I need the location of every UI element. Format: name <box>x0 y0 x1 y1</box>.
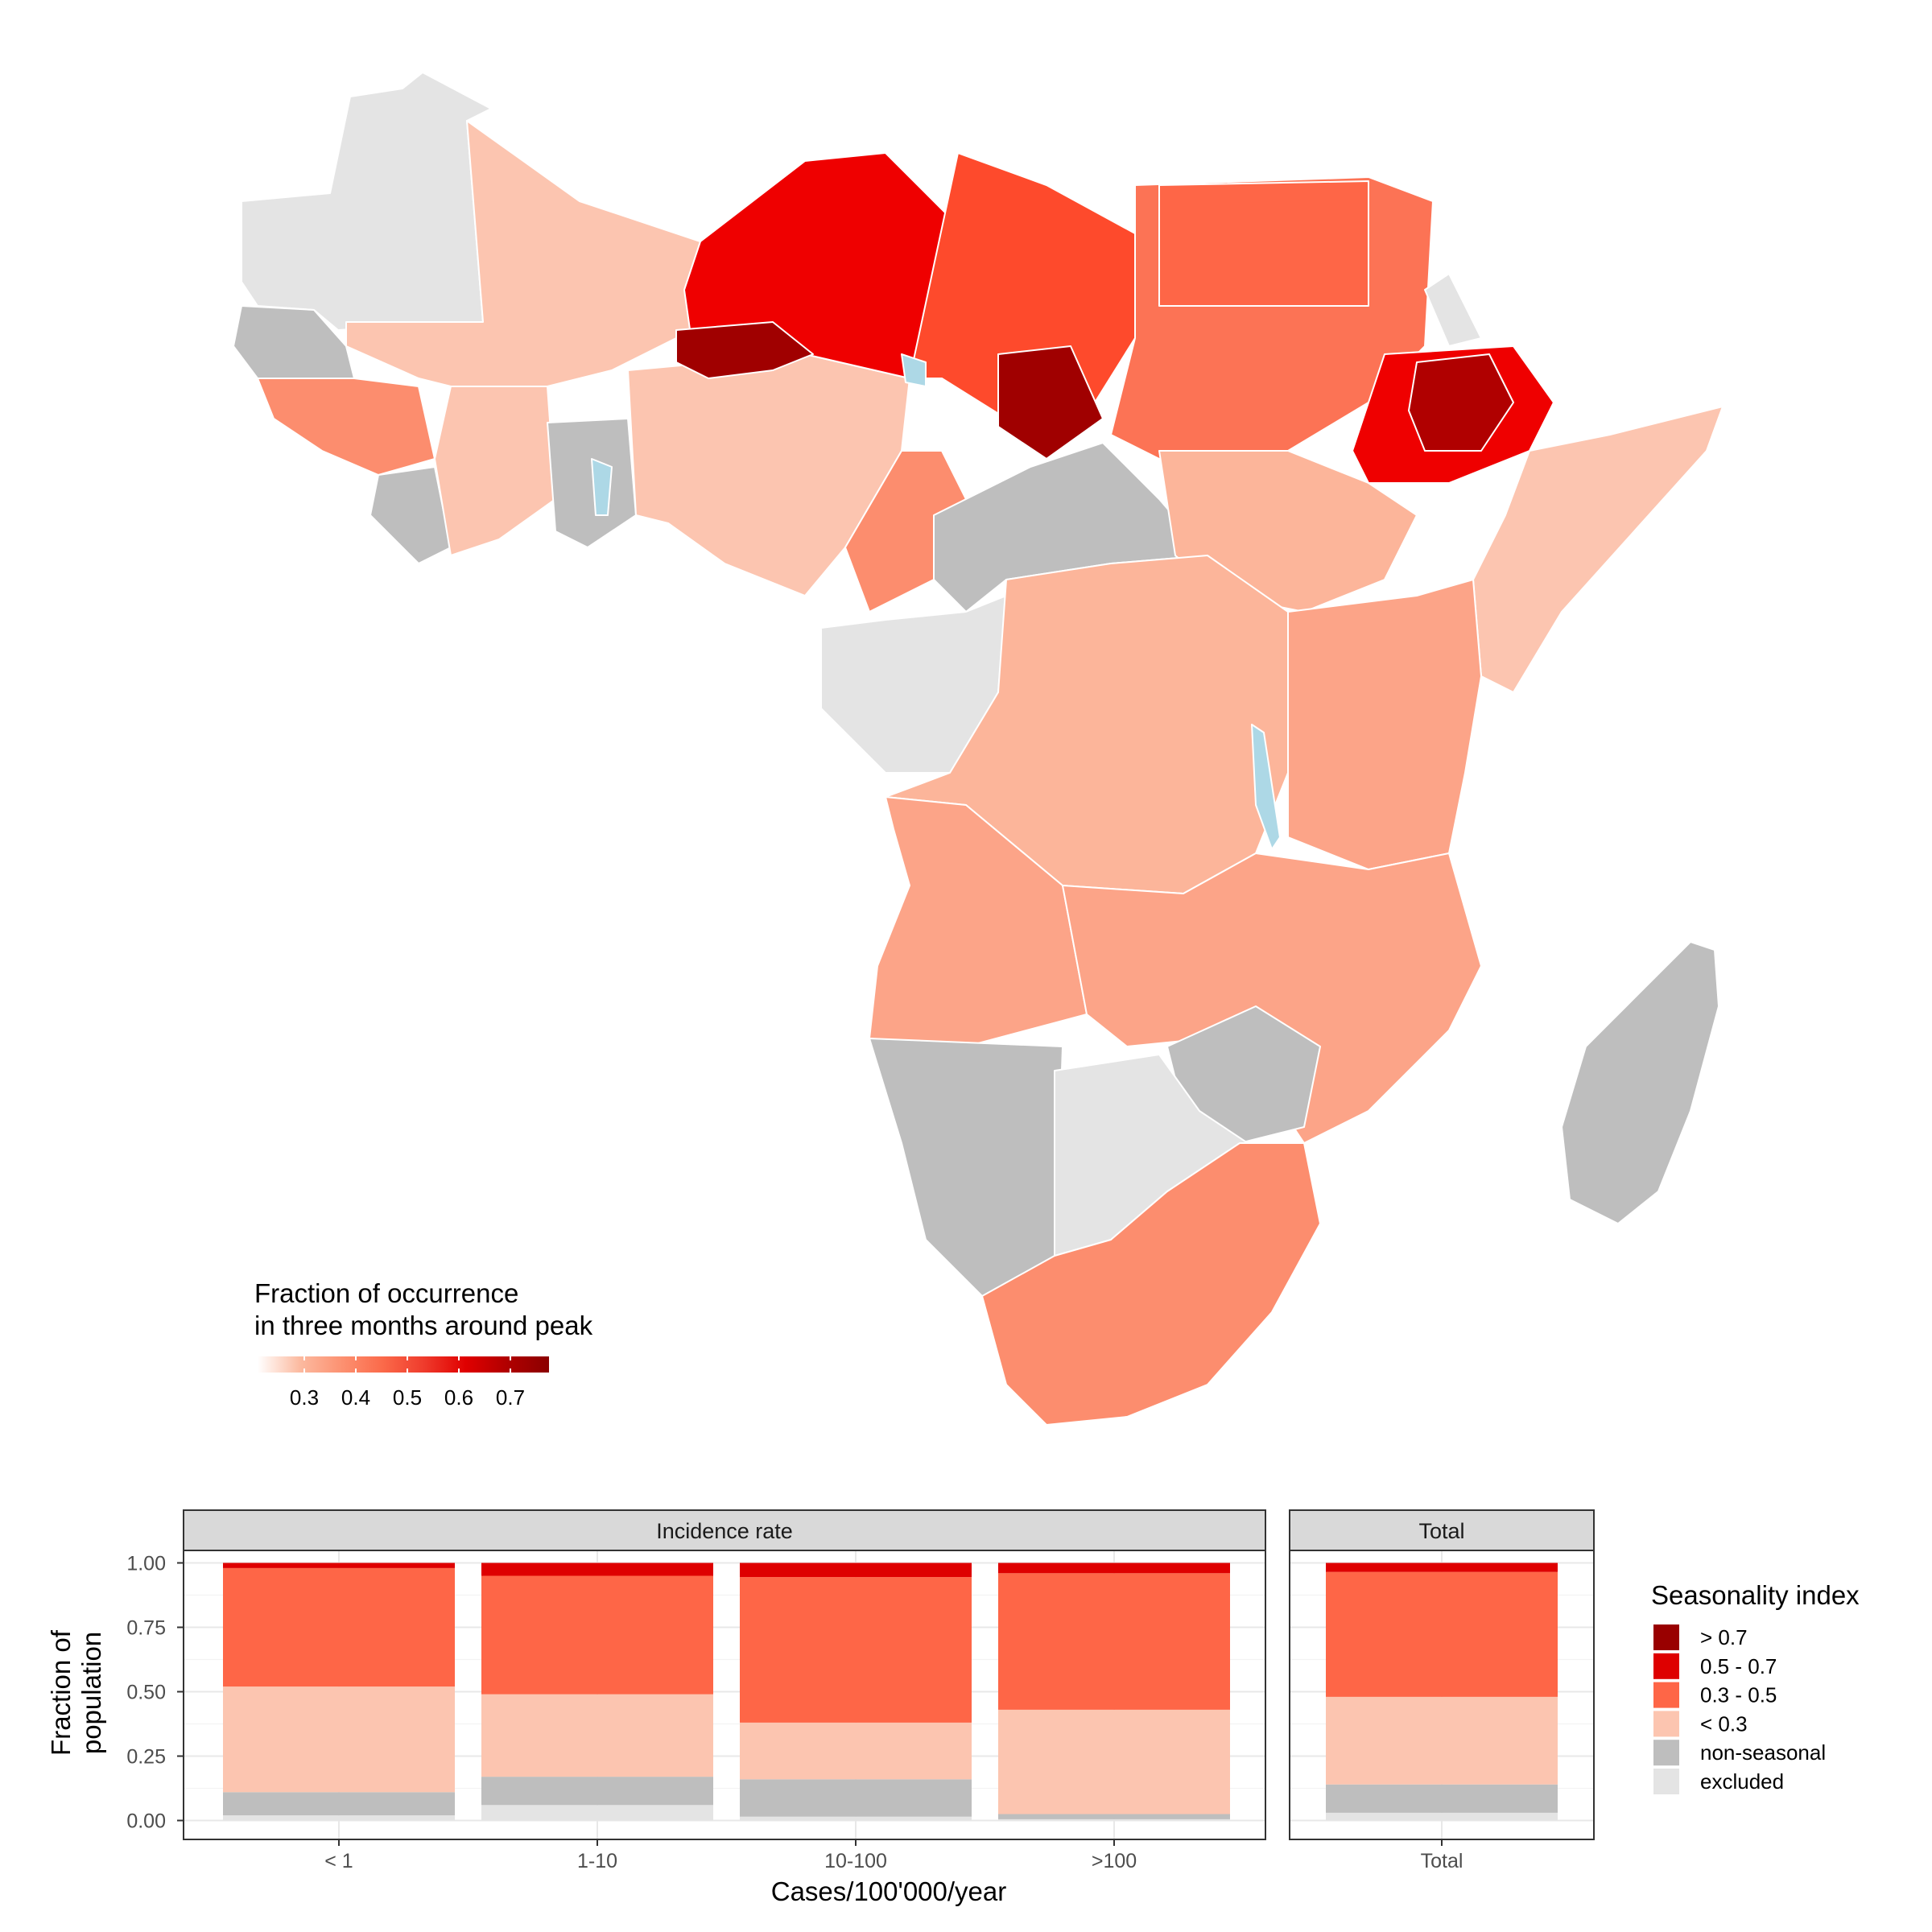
region-sahel-dark <box>675 321 814 379</box>
region-ivory-coast <box>434 386 556 556</box>
x-tick-label: < 1 <box>324 1850 353 1872</box>
legend-label: > 0.7 <box>1700 1625 1748 1649</box>
legend-label: excluded <box>1700 1769 1784 1794</box>
map-legend: Fraction of occurrence in three months a… <box>254 1278 593 1410</box>
region-zambia-mozambique <box>1062 852 1482 1144</box>
bar-segment-excluded <box>998 1818 1230 1821</box>
x-tick-label: 10-100 <box>824 1850 887 1872</box>
region-south-africa <box>981 1142 1321 1426</box>
bar-segment-non-seasonal <box>1326 1784 1558 1813</box>
colorbar-tick-label: 0.5 <box>393 1385 422 1410</box>
bar-segment-excluded <box>223 1815 455 1821</box>
x-tick-label: 1-10 <box>577 1850 617 1872</box>
africa-map <box>233 72 1724 1426</box>
lake-tanganyika <box>1251 724 1281 850</box>
panel-border <box>183 1550 1266 1840</box>
bar-segment-0-5-0-7 <box>740 1563 972 1578</box>
colorbar-ticks: 0.3 0.4 0.5 0.6 0.7 <box>290 1356 525 1410</box>
region-eritrea <box>1424 273 1482 347</box>
panel-incidence-rate: < 1 1-10 10-100 >100 <box>183 1550 1266 1872</box>
panel-border <box>1289 1550 1595 1840</box>
legend-label: < 0.3 <box>1700 1711 1748 1736</box>
bar-segment-non-seasonal <box>998 1814 1230 1819</box>
region-liberia <box>369 466 452 564</box>
strip-total-label: Total <box>1418 1519 1464 1543</box>
x-tick-label: Total <box>1421 1850 1463 1872</box>
lake-volta <box>591 458 613 516</box>
strip-incidence-bg <box>183 1509 1266 1551</box>
bar-segment-0-3-0-5 <box>998 1573 1230 1710</box>
bar-segment-non-seasonal <box>740 1779 972 1817</box>
colorbar-tick-label: 0.7 <box>496 1385 525 1410</box>
strip-incidence-label: Incidence rate <box>656 1519 793 1543</box>
y-axis: 0.00 0.25 0.50 0.75 1.00 <box>126 1553 184 1833</box>
region-mauritania <box>241 72 492 331</box>
region-chad-dark <box>997 345 1104 460</box>
legend-swatch <box>1653 1769 1679 1794</box>
bar-segment-0-5-0-7 <box>223 1563 455 1568</box>
region-kenya-tanzania <box>1287 579 1482 870</box>
y-tick-label: 0.75 <box>126 1617 166 1640</box>
bar-segment-0-3-0-5 <box>1326 1571 1558 1697</box>
bar-segment--0-3 <box>223 1686 455 1793</box>
bar-segment-0-3-0-5 <box>223 1567 455 1687</box>
region-egypt-strip <box>1158 180 1369 307</box>
x-axis-title: Cases/100'000/year <box>771 1876 1007 1906</box>
bar-segment-0-3-0-5 <box>740 1577 972 1723</box>
region-madagascar <box>1561 941 1719 1224</box>
legend-label: 0.5 - 0.7 <box>1700 1654 1777 1678</box>
y-tick-label: 1.00 <box>126 1553 166 1575</box>
legend-label: 0.3 - 0.5 <box>1700 1683 1777 1707</box>
legend-label: non-seasonal <box>1700 1740 1826 1765</box>
bar-segment-0-3-0-5 <box>481 1575 713 1695</box>
colorbar <box>258 1356 549 1373</box>
strip-total-bg <box>1289 1509 1595 1551</box>
region-ethiopia-dark <box>1408 353 1514 452</box>
lake-chad <box>901 353 927 387</box>
bar-segment--0-3 <box>481 1694 713 1777</box>
legend-swatch <box>1653 1711 1679 1737</box>
colorbar-tick-label: 0.4 <box>341 1385 370 1410</box>
region-somalia <box>1472 406 1724 693</box>
legend-swatch <box>1653 1740 1679 1766</box>
bar-segment-0-5-0-7 <box>998 1563 1230 1574</box>
legend-swatch <box>1653 1653 1679 1679</box>
colorbar-tick-label: 0.3 <box>290 1385 319 1410</box>
x-tick-label: >100 <box>1092 1850 1137 1872</box>
bar-segment-excluded <box>740 1816 972 1821</box>
bar-segment-excluded <box>481 1805 713 1821</box>
map-legend-title-line1: Fraction of occurrence <box>254 1278 518 1308</box>
bar-segment--0-3 <box>998 1709 1230 1814</box>
bar-chart: Incidence rate Total < 1 1-10 10-100 >100 T… <box>46 1509 1860 1906</box>
bar-segment--0-3 <box>740 1722 972 1780</box>
region-namibia <box>869 1038 1063 1297</box>
panel-total: Total <box>1289 1550 1595 1872</box>
bar-segment-0-5-0-7 <box>1326 1563 1558 1572</box>
bar-segment-non-seasonal <box>223 1792 455 1816</box>
y-axis-title-line1: Fraction of <box>46 1629 76 1756</box>
region-ghana <box>547 418 637 548</box>
y-tick-label: 0.50 <box>126 1682 166 1704</box>
colorbar-tick-label: 0.6 <box>444 1385 473 1410</box>
legend-swatch <box>1653 1624 1679 1650</box>
y-tick-label: 0.25 <box>126 1746 166 1769</box>
y-tick-label: 0.00 <box>126 1810 166 1833</box>
legend-title: Seasonality index <box>1651 1580 1860 1610</box>
bar-segment-non-seasonal <box>481 1777 713 1806</box>
region-guinea <box>257 378 436 476</box>
bar-segment-excluded <box>1326 1812 1558 1821</box>
legend: > 0.7 0.5 - 0.7 0.3 - 0.5 < 0.3 non-seasonal… <box>1653 1624 1826 1794</box>
legend-swatch <box>1653 1682 1679 1708</box>
bar-segment--0-3 <box>1326 1696 1558 1785</box>
bar-segment-0-5-0-7 <box>481 1563 713 1576</box>
y-axis-title-line2: population <box>76 1632 106 1754</box>
map-legend-title-line2: in three months around peak <box>254 1311 593 1340</box>
